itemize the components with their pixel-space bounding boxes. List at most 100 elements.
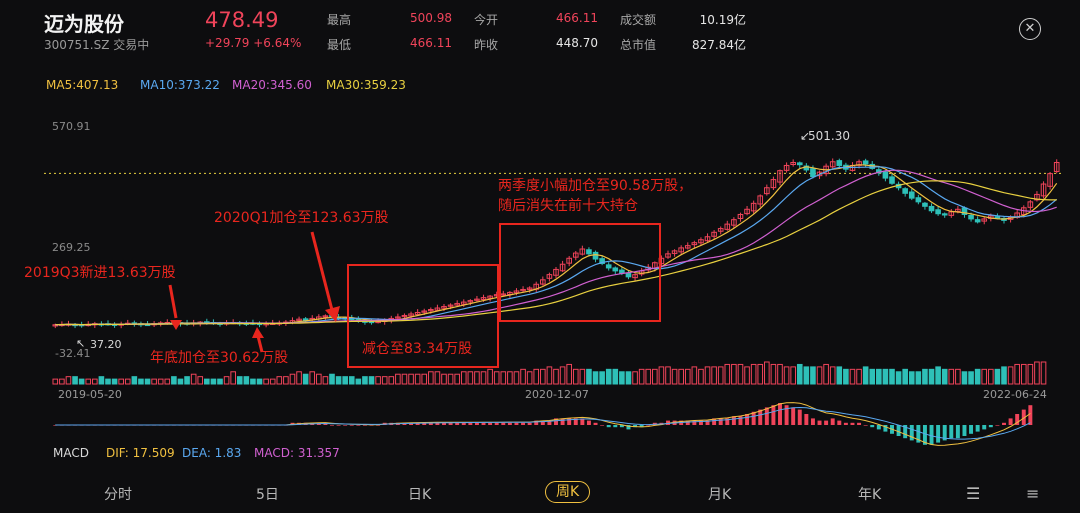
volume-bar [856,368,862,385]
candle-body [928,205,935,212]
macd-bar [554,418,558,425]
macd-value: MACD: 31.357 [254,446,340,460]
macd-bar [540,420,545,425]
volume-bar [401,373,408,385]
macd-bar [626,425,631,430]
macd-bar [949,425,954,439]
x-tick-mid: 2020-12-07 [525,388,589,401]
volume-bar [52,378,59,385]
close-icon[interactable]: ✕ [1019,18,1041,40]
macd-bar [817,420,822,425]
ma20-legend: MA20:345.60 [232,78,312,92]
candle-body [678,247,684,253]
volume-bar [171,376,177,385]
volume-bar [1034,361,1040,385]
macd-bar [988,425,993,428]
annotation-2020q1: 2020Q1加仓至123.63万股 [214,210,389,226]
macd-bar [883,425,888,432]
candle-body [566,257,572,264]
tab-monthly-k[interactable]: 月K [708,487,732,503]
volume-bar [540,368,546,385]
macd-bar [982,425,987,430]
volume-bar [1001,366,1007,385]
candle-body [441,306,447,309]
volume-bar [309,371,316,385]
tab-weekly-k[interactable]: 周K [545,481,591,503]
y-tick-mid: 269.25 [52,241,91,254]
tab-daily-k[interactable]: 日K [408,487,432,503]
macd-bar [415,422,420,425]
macd-bar [718,418,723,425]
macd-bar [903,425,908,439]
macd-bar [53,425,58,426]
volume-bar [276,376,283,385]
volume-bar [507,371,513,385]
annotation-yearend: 年底加仓至30.62万股 [150,350,288,366]
volume-bar [164,378,171,385]
candle-body [625,272,632,278]
tab-intraday[interactable]: 分时 [104,487,132,503]
macd-bar [969,425,974,434]
volume-bar [750,363,757,385]
stock-name: 迈为股份 [44,12,124,36]
ma30-legend: MA30:359.23 [326,78,406,92]
volume-bar [236,376,243,385]
volume-bar [862,366,869,385]
candle-body [572,252,579,258]
candle-body [737,213,744,219]
macd-bar [494,422,499,425]
macd-bar [422,422,427,425]
macd-bar [745,414,750,425]
candle-body [460,301,467,305]
macd-bar [738,416,743,425]
stat-label-market-cap: 总市值 [620,38,657,52]
menu-icon[interactable]: ≡ [1026,484,1040,503]
arrow-yearend-head [252,327,264,338]
candle-body [520,288,526,292]
volume-bar [968,371,974,385]
volume-bar [1014,363,1020,385]
volume-bar [810,366,816,385]
volume-bar [98,376,105,385]
volume-bar [1040,361,1047,385]
volume-bar [408,373,414,385]
volume-bar [619,371,625,385]
macd-bar [712,418,717,425]
volume-bar [764,361,770,385]
candle-body [428,309,434,312]
candle-body [480,297,487,300]
macd-bar [435,422,440,425]
candle-body [665,253,671,258]
volume-bar [612,368,619,385]
volume-bar [65,376,72,385]
macd-bar [922,425,927,445]
tab-5day[interactable]: 5日 [256,487,279,503]
volume-bar [493,371,500,385]
ma5-legend: MA5:407.13 [46,78,119,92]
macd-bar [685,420,690,425]
macd-bar [830,418,835,425]
settings-sliders-icon[interactable]: ☰ [966,484,981,503]
volume-bar [869,368,876,385]
kline-chart[interactable]: 570.91 269.25 -32.41 501.30 ↙ ↖ 37.20 20… [0,0,1080,476]
volume-bar [836,366,843,385]
macd-bar [962,425,967,436]
candle-body [777,170,783,183]
macd-dea: DEA: 1.83 [182,446,242,460]
tab-yearly-k[interactable]: 年K [858,487,882,503]
volume-bar [395,373,401,385]
volume-bar [441,373,447,385]
volume-bar [783,366,790,385]
volume-bar [118,378,124,385]
macd-bar [349,425,354,426]
stat-label-turnover: 成交额 [620,13,657,27]
volume-bar [217,378,223,385]
volume-bar [724,363,731,385]
x-tick-start: 2019-05-20 [58,388,122,401]
volume-bar [474,371,480,385]
volume-bar [717,366,724,385]
candle-body [750,202,757,212]
volume-bar [731,363,737,385]
volume-bar [882,368,889,385]
volume-bar [1027,363,1034,385]
